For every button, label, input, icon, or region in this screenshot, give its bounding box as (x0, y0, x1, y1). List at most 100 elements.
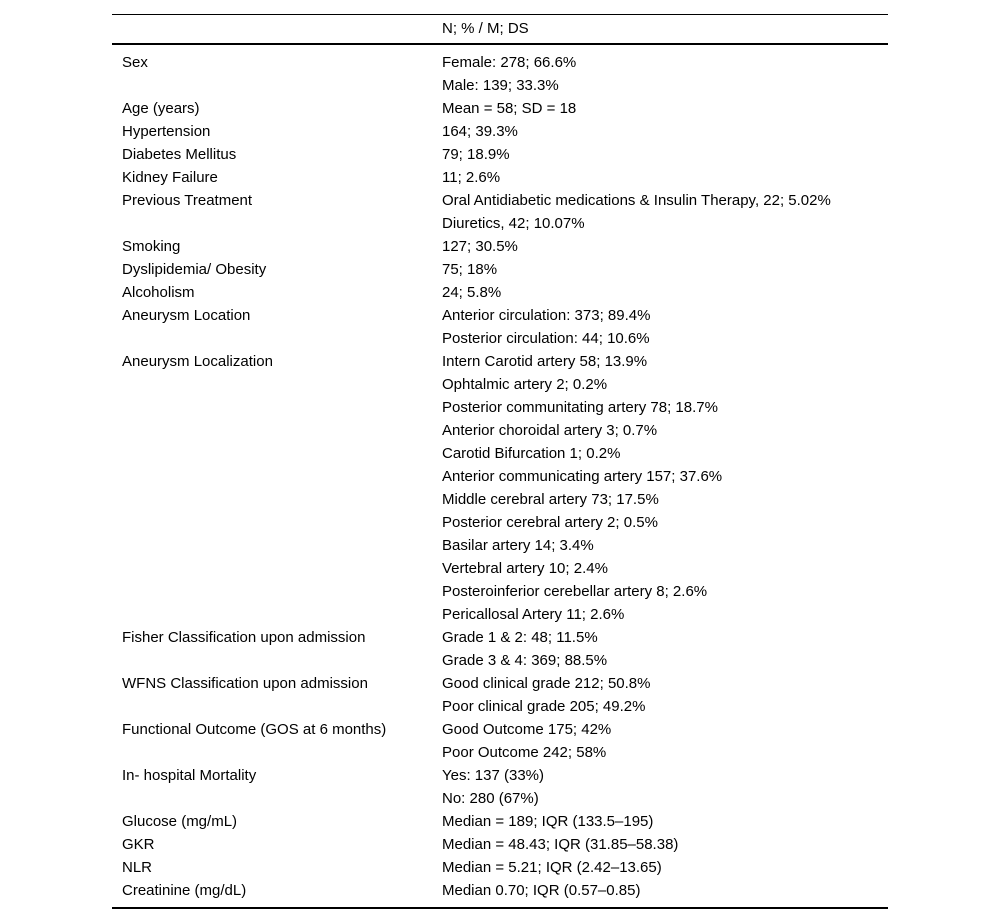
table-row: Sex Female: 278; 66.6% Male: 139; 33.3% (112, 44, 888, 97)
row-label-cell: Sex (112, 44, 442, 97)
row-label-cell: Glucose (mg/mL) (112, 810, 442, 833)
row-values-cell: 127; 30.5% (442, 235, 888, 258)
row-value-line: Intern Carotid artery 58; 13.9% (442, 353, 648, 370)
table-row: Previous Treatment Oral Antidiabetic med… (112, 189, 888, 235)
row-value-line: Oral Antidiabetic medications & Insulin … (442, 192, 831, 209)
table-row: Age (years) Mean = 58; SD = 18 (112, 97, 888, 120)
row-value-line: Good Outcome 175; 42% (442, 721, 612, 738)
row-value-line: Median = 189; IQR (133.5–195) (442, 813, 654, 830)
row-values-cell: Median = 48.43; IQR (31.85–58.38) (442, 833, 888, 856)
table-body: Sex Female: 278; 66.6% Male: 139; 33.3% A… (112, 44, 888, 908)
row-value-line: Median = 5.21; IQR (2.42–13.65) (442, 859, 662, 876)
row-values-cell: Intern Carotid artery 58; 13.9% Ophtalmic… (442, 350, 888, 626)
row-label-cell: Dyslipidemia/ Obesity (112, 258, 442, 281)
row-label-cell: Functional Outcome (GOS at 6 months) (112, 718, 442, 764)
table-row: Hypertension 164; 39.3% (112, 120, 888, 143)
row-value-line: Male: 139; 33.3% (442, 77, 559, 94)
row-label: Smoking (122, 238, 181, 255)
row-label-cell: Alcoholism (112, 281, 442, 304)
row-values-cell: Female: 278; 66.6% Male: 139; 33.3% (442, 44, 888, 97)
row-values-cell: Anterior circulation: 373; 89.4% Posterio… (442, 304, 888, 350)
row-label-cell: Aneurysm Location (112, 304, 442, 350)
row-label-cell: Creatinine (mg/dL) (112, 879, 442, 908)
row-value-line: No: 280 (67%) (442, 790, 539, 807)
row-value-line: Pericallosal Artery 11; 2.6% (442, 606, 625, 623)
row-values-cell: 75; 18% (442, 258, 888, 281)
row-value-line: Middle cerebral artery 73; 17.5% (442, 491, 659, 508)
table-row: Alcoholism 24; 5.8% (112, 281, 888, 304)
row-label-cell: Fisher Classification upon admission (112, 626, 442, 672)
row-value-line: Poor Outcome 242; 58% (442, 744, 607, 761)
row-label-cell: NLR (112, 856, 442, 879)
table-row: Fisher Classification upon admission Gra… (112, 626, 888, 672)
row-label: GKR (122, 836, 155, 853)
row-value-line: Posteroinferior cerebellar artery 8; 2.6… (442, 583, 708, 600)
row-label: Fisher Classification upon admission (122, 629, 366, 646)
row-label-cell: Smoking (112, 235, 442, 258)
row-values-cell: 79; 18.9% (442, 143, 888, 166)
row-label: Dyslipidemia/ Obesity (122, 261, 267, 278)
row-values-cell: Median = 189; IQR (133.5–195) (442, 810, 888, 833)
table-row: Creatinine (mg/dL) Median 0.70; IQR (0.5… (112, 879, 888, 908)
row-values-cell: 164; 39.3% (442, 120, 888, 143)
row-values-cell: Mean = 58; SD = 18 (442, 97, 888, 120)
row-label: Creatinine (mg/dL) (122, 882, 247, 899)
row-label: Aneurysm Location (122, 307, 251, 324)
row-label: Functional Outcome (GOS at 6 months) (122, 721, 387, 738)
row-value-line: Anterior communicating artery 157; 37.6% (442, 468, 723, 485)
table-row: WFNS Classification upon admission Good … (112, 672, 888, 718)
row-value-line: 164; 39.3% (442, 123, 518, 140)
row-value-line: 11; 2.6% (442, 169, 501, 186)
row-value-line: Diuretics, 42; 10.07% (442, 215, 585, 232)
row-label: Kidney Failure (122, 169, 218, 186)
header-empty-cell (112, 15, 442, 45)
row-value-line: Carotid Bifurcation 1; 0.2% (442, 445, 621, 462)
row-values-cell: Oral Antidiabetic medications & Insulin … (442, 189, 888, 235)
row-label: WFNS Classification upon admission (122, 675, 368, 692)
row-values-cell: Good Outcome 175; 42% Poor Outcome 242; 5… (442, 718, 888, 764)
row-value-line: 75; 18% (442, 261, 498, 278)
row-value-line: Grade 1 & 2: 48; 11.5% (442, 629, 598, 646)
row-value-line: Anterior choroidal artery 3; 0.7% (442, 422, 658, 439)
table-row: Kidney Failure 11; 2.6% (112, 166, 888, 189)
table-header: N; % / M; DS (112, 14, 888, 45)
row-value-line: Good clinical grade 212; 50.8% (442, 675, 651, 692)
row-values-cell: Grade 1 & 2: 48; 11.5% Grade 3 & 4: 369; … (442, 626, 888, 672)
row-label-cell: Aneurysm Localization (112, 350, 442, 626)
table-row: NLR Median = 5.21; IQR (2.42–13.65) (112, 856, 888, 879)
summary-statistics-table: N; % / M; DS Sex Female: 278; 66.6% Male:… (112, 14, 888, 909)
row-label: Diabetes Mellitus (122, 146, 237, 163)
row-values-cell: Yes: 137 (33%) No: 280 (67%) (442, 764, 888, 810)
row-value-line: Median = 48.43; IQR (31.85–58.38) (442, 836, 679, 853)
row-values-cell: 24; 5.8% (442, 281, 888, 304)
row-value-line: Vertebral artery 10; 2.4% (442, 560, 608, 577)
row-value-line: Poor clinical grade 205; 49.2% (442, 698, 646, 715)
row-values-cell: Good clinical grade 212; 50.8% Poor clini… (442, 672, 888, 718)
header-values-cell: N; % / M; DS (442, 20, 529, 37)
row-values-cell: Median 0.70; IQR (0.57–0.85) (442, 879, 888, 908)
row-value-line: Yes: 137 (33%) (442, 767, 545, 784)
row-values-cell: 11; 2.6% (442, 166, 888, 189)
table-row: Functional Outcome (GOS at 6 months) Goo… (112, 718, 888, 764)
row-value-line: Posterior communitating artery 78; 18.7% (442, 399, 718, 416)
row-value-line: 79; 18.9% (442, 146, 510, 163)
row-value-line: Mean = 58; SD = 18 (442, 100, 577, 117)
row-value-line: Median 0.70; IQR (0.57–0.85) (442, 882, 641, 899)
row-value-line: Female: 278; 66.6% (442, 54, 577, 71)
row-values-cell: Median = 5.21; IQR (2.42–13.65) (442, 856, 888, 879)
row-value-line: Posterior cerebral artery 2; 0.5% (442, 514, 658, 531)
row-label-cell: Age (years) (112, 97, 442, 120)
row-value-line: Anterior circulation: 373; 89.4% (442, 307, 651, 324)
row-label: Sex (122, 54, 148, 71)
row-label-cell: GKR (112, 833, 442, 856)
table-row: In- hospital Mortality Yes: 137 (33%) No:… (112, 764, 888, 810)
row-value-line: Grade 3 & 4: 369; 88.5% (442, 652, 608, 669)
row-label-cell: Kidney Failure (112, 166, 442, 189)
row-label-cell: WFNS Classification upon admission (112, 672, 442, 718)
row-label: Alcoholism (122, 284, 195, 301)
row-label-cell: In- hospital Mortality (112, 764, 442, 810)
row-label: Hypertension (122, 123, 211, 140)
row-value-line: 24; 5.8% (442, 284, 502, 301)
table-row: Dyslipidemia/ Obesity 75; 18% (112, 258, 888, 281)
